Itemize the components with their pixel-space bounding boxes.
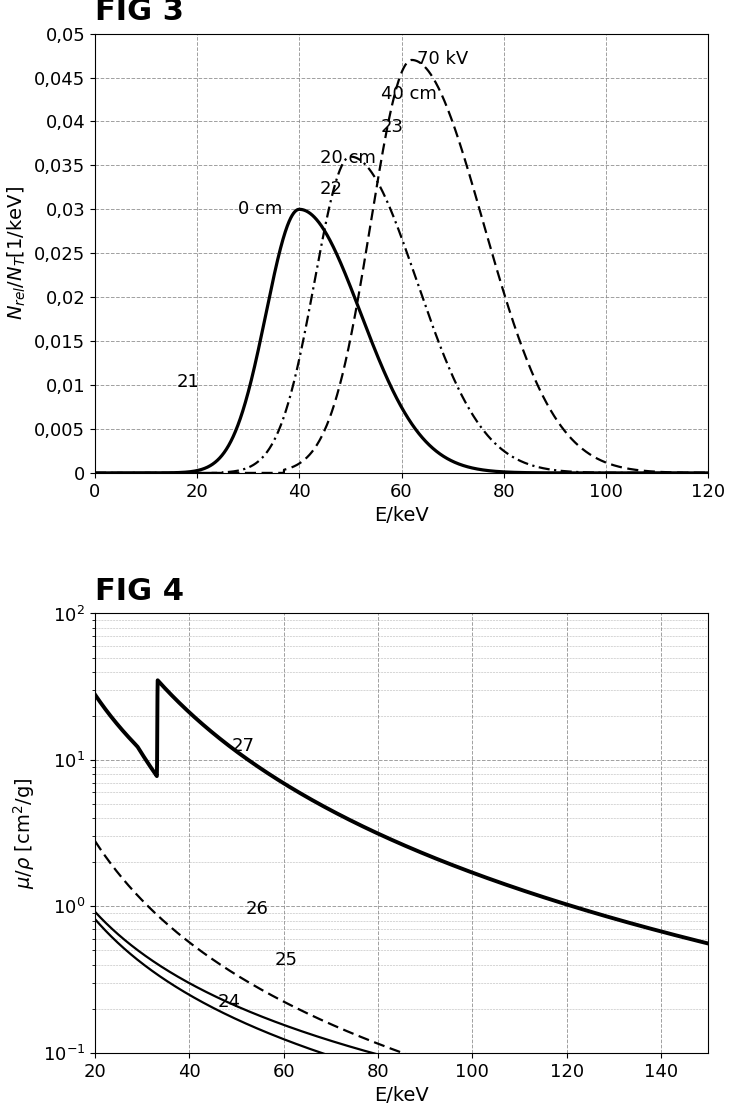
Text: FIG 3: FIG 3: [95, 0, 184, 26]
Text: 70 kV: 70 kV: [417, 50, 468, 68]
Y-axis label: $N_{rel}/N_T$[1/keV]: $N_{rel}/N_T$[1/keV]: [6, 186, 28, 320]
X-axis label: E/keV: E/keV: [374, 506, 429, 525]
Text: 21: 21: [177, 373, 199, 391]
Text: 23: 23: [381, 118, 404, 136]
Text: 40 cm: 40 cm: [381, 85, 437, 103]
Text: 20 cm: 20 cm: [320, 149, 376, 167]
Text: 22: 22: [320, 179, 343, 197]
Text: 0 cm: 0 cm: [238, 199, 283, 217]
Text: FIG 4: FIG 4: [95, 577, 184, 606]
Y-axis label: $\mu/\rho$ [cm$^2$/g]: $\mu/\rho$ [cm$^2$/g]: [11, 777, 37, 889]
X-axis label: E/keV: E/keV: [374, 1086, 429, 1105]
Text: 25: 25: [274, 951, 297, 969]
Text: 24: 24: [218, 993, 241, 1011]
Text: 27: 27: [231, 737, 255, 755]
Text: 26: 26: [246, 900, 269, 918]
